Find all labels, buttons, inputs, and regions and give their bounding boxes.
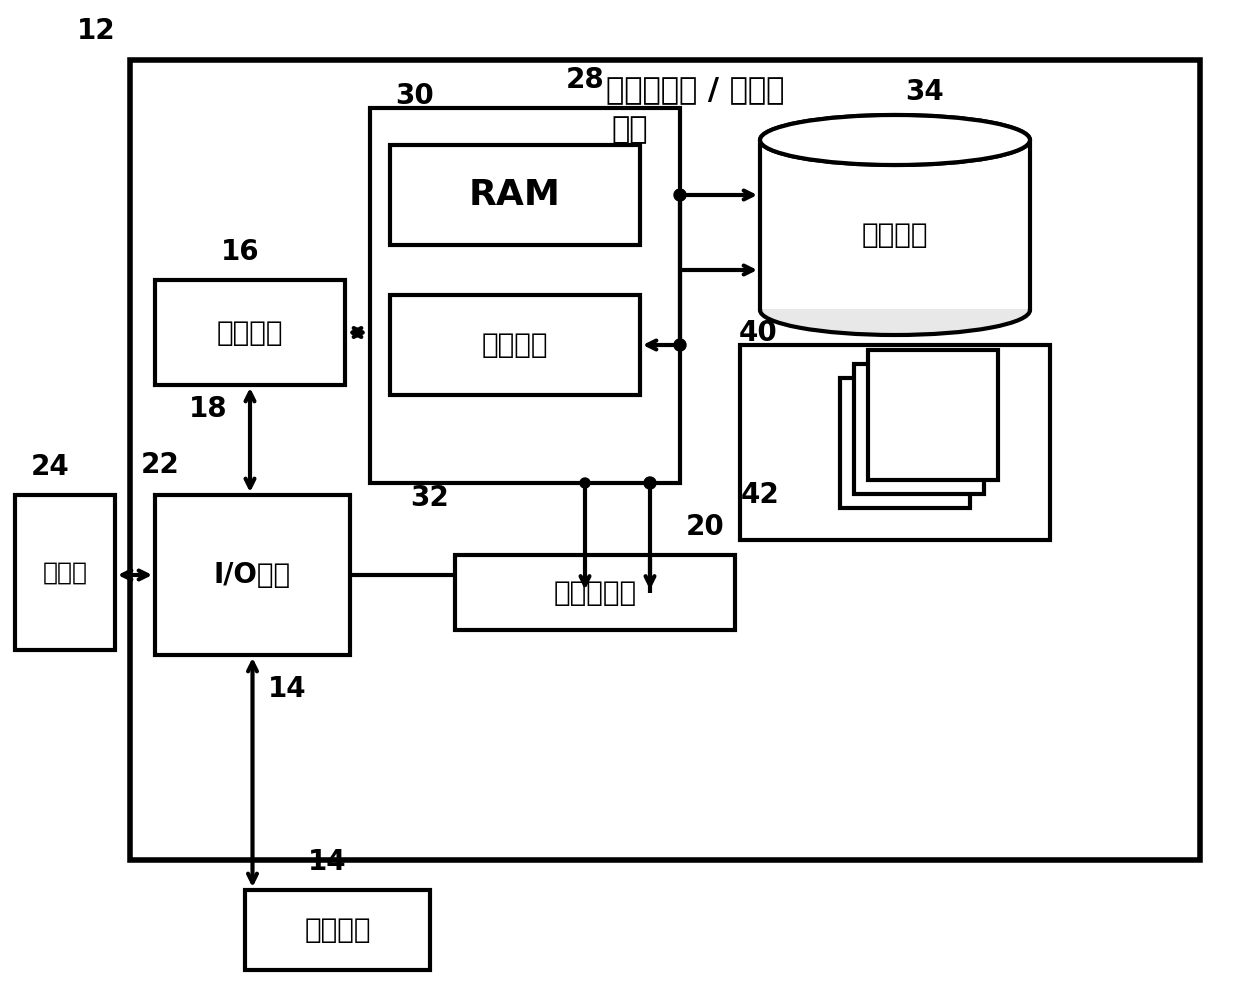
Text: 20: 20 [685,513,725,541]
Text: 高速缓存: 高速缓存 [482,331,548,359]
Ellipse shape [760,115,1030,165]
Bar [840,377,970,507]
Text: I/O接口: I/O接口 [214,561,291,589]
Text: 34: 34 [906,78,944,106]
Text: 42: 42 [741,481,779,509]
Text: 28: 28 [566,66,605,94]
Ellipse shape [760,115,1030,165]
Text: 18: 18 [190,395,228,423]
Text: 24: 24 [31,453,69,481]
Text: 显示器: 显示器 [42,560,88,584]
Bar [155,495,349,655]
Circle shape [674,339,686,351]
Text: 40: 40 [738,319,777,347]
Circle shape [580,478,590,488]
Text: 12: 12 [77,17,115,45]
Text: 14: 14 [309,848,347,876]
Text: 网络适配器: 网络适配器 [554,578,637,607]
Bar [854,363,984,493]
Text: 处理单元: 处理单元 [217,318,284,347]
Bar [740,345,1049,540]
Bar [155,280,344,385]
Text: 30: 30 [395,82,435,110]
Text: 内存: 内存 [612,115,648,145]
Circle shape [644,477,655,489]
Bar [760,140,1030,310]
Bar [130,60,1201,860]
Bar [390,295,641,395]
Bar [390,145,641,245]
Text: RAM: RAM [470,178,561,212]
Circle shape [674,189,686,201]
Text: 32: 32 [410,484,450,512]
Text: 外部设备: 外部设备 [305,916,370,944]
Text: 存储系统: 存储系统 [862,221,928,249]
Bar [370,108,680,483]
Bar [245,890,430,970]
Text: 计算机系统 / 服务器: 计算机系统 / 服务器 [606,76,784,104]
Bar [869,350,997,480]
Text: 16: 16 [221,238,259,266]
Text: 22: 22 [140,451,180,479]
Bar [455,555,735,630]
Bar [15,495,115,650]
Bar [762,141,1028,309]
Ellipse shape [760,285,1030,335]
Text: 14: 14 [268,675,306,703]
